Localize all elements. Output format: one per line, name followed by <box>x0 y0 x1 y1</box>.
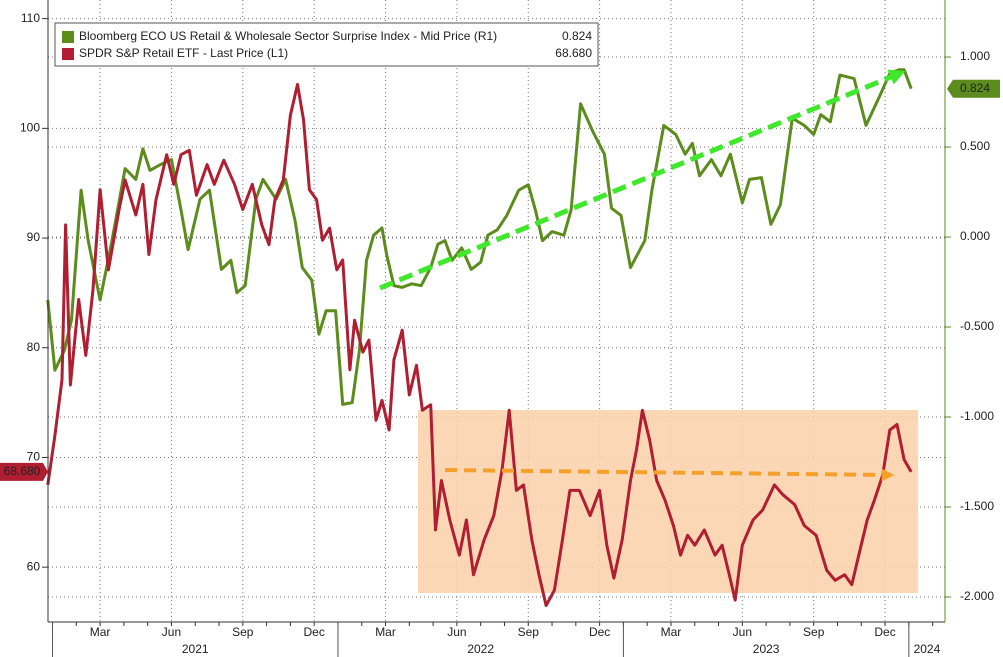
y2-tick-label: 0.000 <box>960 229 990 243</box>
last-value-label: 0.824 <box>960 81 990 95</box>
year-label: 2021 <box>182 642 209 656</box>
last-value-box <box>947 79 1000 98</box>
legend-box <box>54 22 599 67</box>
x-tick-label: Dec <box>589 625 610 639</box>
year-label: 2023 <box>753 642 780 656</box>
legend-label: SPDR S&P Retail ETF - Last Price (L1) <box>79 46 288 60</box>
legend-value: 68.680 <box>555 46 592 60</box>
flat-arrow <box>444 468 895 482</box>
legend: Bloomberg ECO US Retail & Wholesale Sect… <box>54 22 599 67</box>
x-tick-label: Mar <box>661 625 682 639</box>
series-line <box>46 83 913 607</box>
y2-tick-label: -2.000 <box>960 589 994 603</box>
y2-tick-label: 1.000 <box>960 49 990 63</box>
range-highlight <box>418 410 918 593</box>
legend-value: 0.824 <box>562 29 592 43</box>
trend-arrow <box>379 69 906 291</box>
y2-tick-label: 0.500 <box>960 139 990 153</box>
x-tick-label: Sep <box>803 625 825 639</box>
legend-swatch <box>62 31 74 43</box>
x-tick-label: Mar <box>90 625 111 639</box>
y2-tick-label: -1.000 <box>960 409 994 423</box>
last-value-box <box>0 462 48 481</box>
legend-label: Bloomberg ECO US Retail & Wholesale Sect… <box>79 29 497 43</box>
year-label: 2022 <box>467 642 494 656</box>
x-tick-label: Sep <box>518 625 540 639</box>
year-label: 2024 <box>914 642 941 656</box>
x-tick-label: Jun <box>447 625 466 639</box>
legend-swatch <box>62 48 74 60</box>
y-tick-label: 60 <box>27 559 41 573</box>
y2-tick-label: -1.500 <box>960 499 994 513</box>
y2-tick-label: -0.500 <box>960 319 994 333</box>
y-tick-label: 110 <box>21 11 40 25</box>
last-value-label: 68.680 <box>4 464 41 478</box>
y-tick-label: 80 <box>27 340 41 354</box>
series-line <box>46 68 913 406</box>
x-tick-label: Mar <box>375 625 396 639</box>
x-tick-label: Jun <box>162 625 181 639</box>
y-tick-label: 100 <box>20 121 40 135</box>
x-tick-label: Dec <box>304 625 325 639</box>
y-tick-label: 90 <box>27 230 41 244</box>
x-tick-label: Dec <box>874 625 895 639</box>
y-tick-label: 70 <box>27 450 41 464</box>
x-tick-label: Sep <box>232 625 254 639</box>
x-tick-label: Jun <box>733 625 752 639</box>
